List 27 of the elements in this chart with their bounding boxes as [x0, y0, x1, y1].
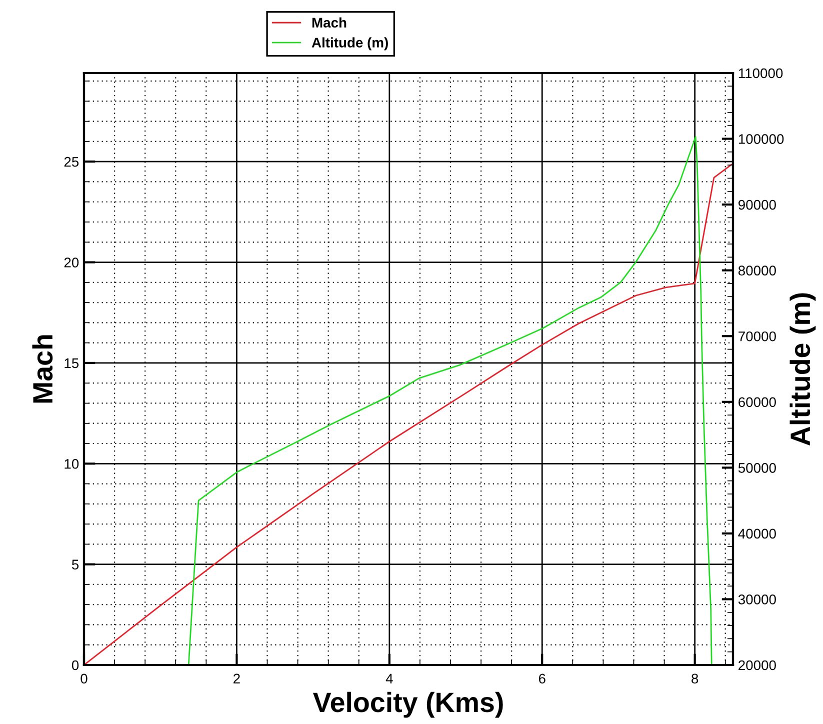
x-tick-label: 6 — [538, 674, 546, 684]
y-axis-title: Mach — [32, 335, 53, 403]
y2-tick-label: 60000 — [738, 397, 776, 408]
y-tick-label: 20 — [64, 258, 79, 268]
y2-tick-label: 50000 — [738, 463, 776, 473]
y2-tick-label: 20000 — [738, 660, 776, 670]
y-tick-label: 15 — [64, 358, 79, 368]
x-tick-label: 4 — [386, 674, 393, 684]
y2-tick-label: 80000 — [738, 266, 776, 276]
y-tick-label: 10 — [64, 458, 79, 469]
y2-tick-label: 40000 — [738, 528, 776, 539]
y2-tick-label: 90000 — [738, 200, 776, 210]
y-tick-label: 25 — [64, 156, 79, 167]
y2-tick-label: 30000 — [738, 594, 776, 604]
y2-tick-label: 70000 — [738, 331, 776, 342]
y2-tick-label: 110000 — [738, 68, 783, 78]
x-axis-title: Velocity (Kms) — [312, 692, 503, 718]
y2-axis-title: Altitude (m) — [790, 293, 816, 446]
x-tick-label: 0 — [80, 674, 88, 684]
line-series — [188, 136, 712, 665]
y2-tick-label: 100000 — [738, 134, 784, 144]
legend-label: Mach — [312, 17, 346, 28]
x-tick-label: 8 — [692, 674, 698, 684]
legend-label: Altitude (m) — [312, 37, 388, 50]
y-tick-label: 0 — [72, 660, 79, 670]
x-tick-label: 2 — [234, 674, 240, 684]
y-tick-label: 5 — [72, 560, 79, 570]
